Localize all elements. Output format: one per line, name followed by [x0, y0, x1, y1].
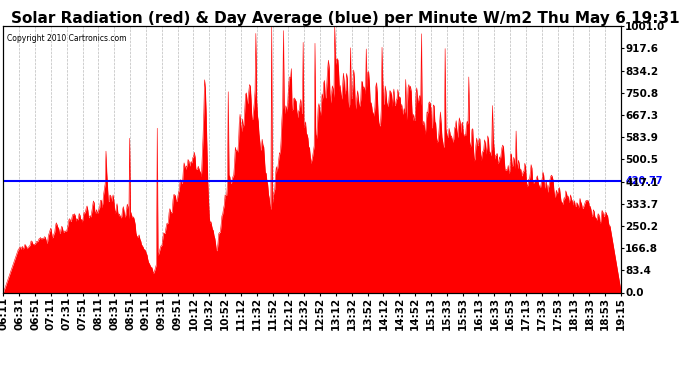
Text: Solar Radiation (red) & Day Average (blue) per Minute W/m2 Thu May 6 19:31: Solar Radiation (red) & Day Average (blu…: [10, 11, 680, 26]
Text: 420.77: 420.77: [625, 176, 662, 186]
Text: Copyright 2010 Cartronics.com: Copyright 2010 Cartronics.com: [6, 34, 126, 43]
